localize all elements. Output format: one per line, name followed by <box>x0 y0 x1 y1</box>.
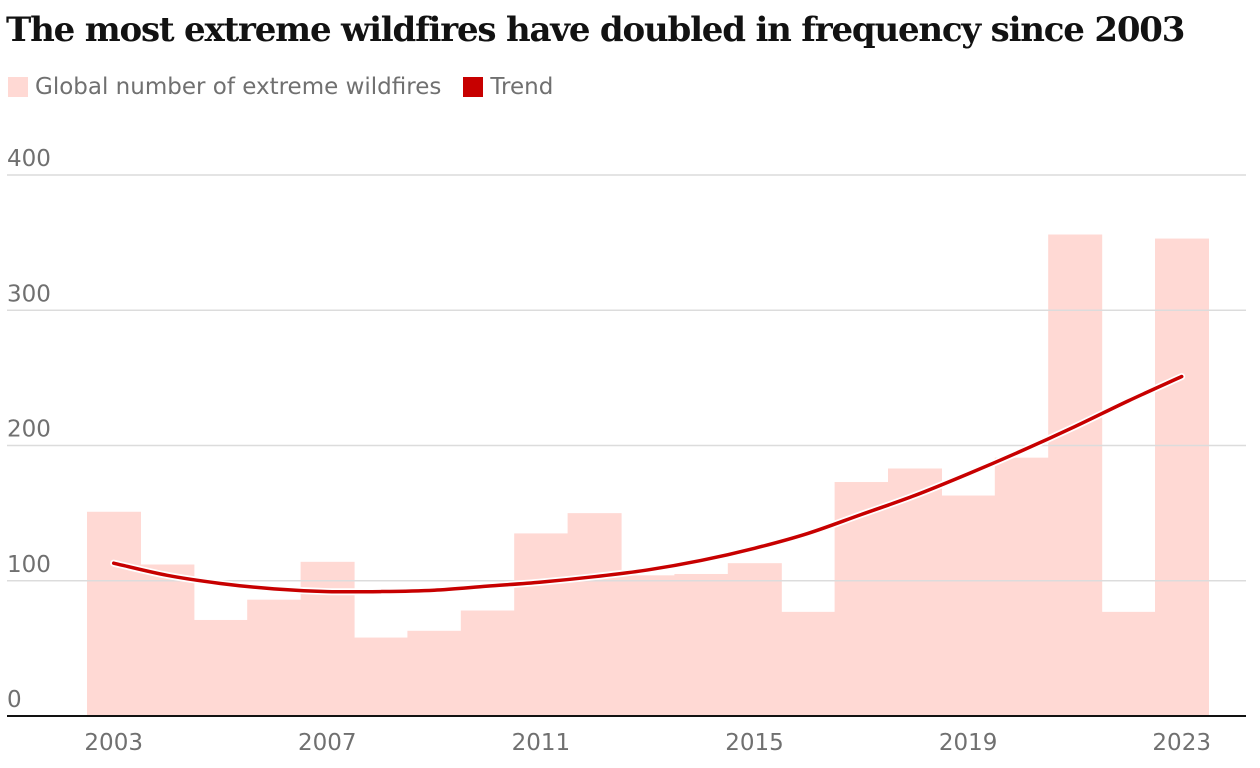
legend-swatch-trend <box>463 77 484 97</box>
bar-2009 <box>407 630 462 716</box>
bar-2015 <box>727 563 782 716</box>
bar-2003 <box>87 511 141 716</box>
bar-2021 <box>1048 234 1103 716</box>
bar-2004 <box>140 564 195 716</box>
legend-item-trend: Trend <box>463 74 553 100</box>
bar-2010 <box>460 610 515 716</box>
x-tick-label-2007: 2007 <box>298 730 357 756</box>
bar-2008 <box>354 637 408 716</box>
chart-title: The most extreme wildfires have doubled … <box>6 10 1185 50</box>
trend-group <box>110 373 1186 596</box>
bar-2006 <box>247 599 302 716</box>
x-tick-label-2011: 2011 <box>512 730 571 756</box>
y-tick-label-400: 400 <box>7 146 51 172</box>
legend-label-wildfires: Global number of extreme wildfires <box>35 74 442 100</box>
legend: Global number of extreme wildfires Trend <box>8 74 575 100</box>
bar-2012 <box>567 513 622 717</box>
x-tick-label-2023: 2023 <box>1152 730 1211 756</box>
bar-2020 <box>994 457 1049 716</box>
bar-2013 <box>621 575 675 716</box>
legend-item-wildfires: Global number of extreme wildfires <box>8 74 441 100</box>
x-tick-label-2019: 2019 <box>939 730 998 756</box>
y-tick-label-300: 300 <box>7 281 51 307</box>
legend-label-trend: Trend <box>490 74 554 100</box>
bar-2018 <box>888 468 942 716</box>
x-tick-label-2003: 2003 <box>84 730 143 756</box>
y-tick-label-200: 200 <box>7 417 51 443</box>
bar-2007 <box>300 561 355 716</box>
bar-2023 <box>1155 238 1209 716</box>
y-tick-label-0: 0 <box>7 687 22 713</box>
y-tick-label-100: 100 <box>7 552 51 578</box>
bar-2014 <box>674 573 729 716</box>
trend-line <box>111 374 1184 594</box>
y-axis-labels: 0 100 200 300 400 <box>7 146 51 713</box>
bar-2016 <box>781 611 836 716</box>
x-tick-label-2015: 2015 <box>725 730 784 756</box>
bar-group <box>87 234 1209 717</box>
bar-2019 <box>941 495 996 716</box>
bar-2022 <box>1101 611 1156 716</box>
bar-2011 <box>514 533 569 716</box>
bar-2005 <box>193 619 248 716</box>
x-axis-labels: 2003 2007 2011 2015 2019 2023 <box>84 730 1211 756</box>
legend-swatch-wildfires <box>8 77 28 97</box>
